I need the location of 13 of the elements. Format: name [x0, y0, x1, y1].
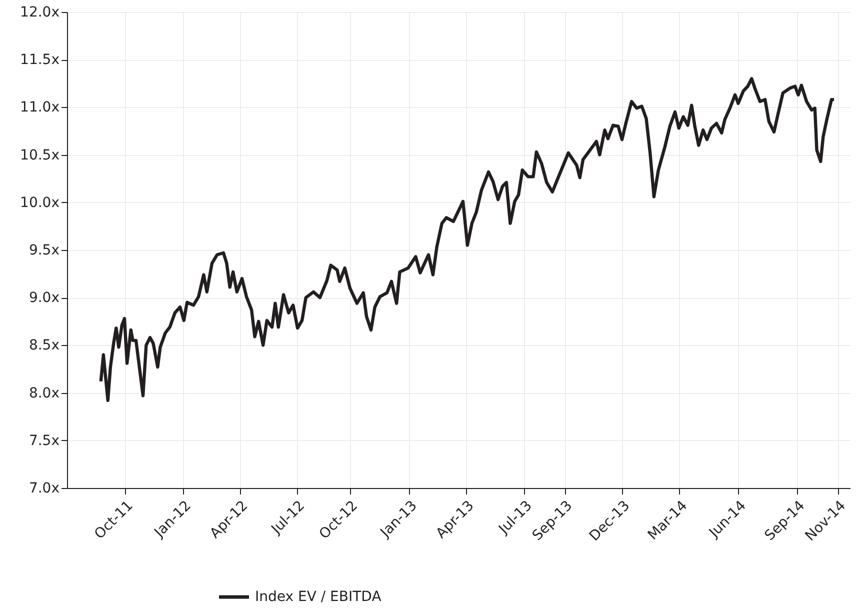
y-tick-label: 8.0x	[28, 385, 60, 402]
line-series	[99, 77, 836, 402]
y-tick-label: 10.5x	[20, 147, 60, 164]
y-tick-label: 11.0x	[20, 100, 60, 116]
y-tick-label: 8.5x	[28, 338, 60, 354]
y-tick-label: 9.0x	[28, 290, 60, 306]
y-tick-label: 12.0x	[20, 4, 60, 20]
y-tick-label: 10.0x	[20, 194, 60, 211]
y-tick-label: 11.5x	[20, 52, 60, 68]
legend-label: Index EV / EBITDA	[255, 589, 382, 605]
y-tick-label: 9.5x	[28, 242, 60, 258]
y-tick-label: 7.0x	[28, 480, 60, 496]
y-tick-label: 7.5x	[28, 432, 60, 449]
